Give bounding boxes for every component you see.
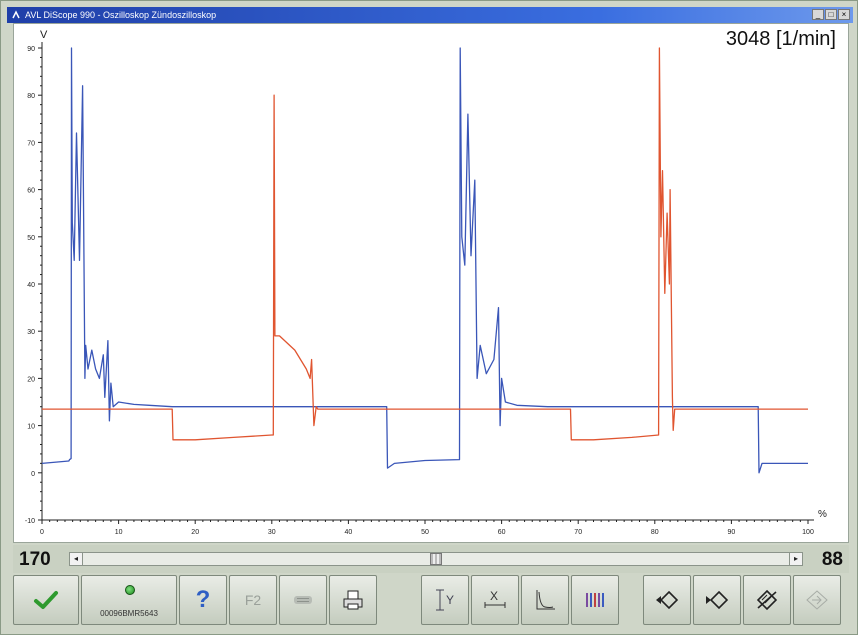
device-status-button[interactable]: 00096BMR5643	[81, 575, 177, 625]
scroll-row: 170 ◂ ▸ 88	[13, 545, 849, 573]
waveform-chart: -10 0 10 20 30 40 50 60 70 80 90 0 10 20 30 40 50 60 70 80 9…	[25, 29, 827, 536]
y-tick-label: 0	[31, 471, 35, 478]
curve-icon	[536, 590, 555, 610]
help-button[interactable]: ?	[179, 575, 227, 625]
x-tick-label: 80	[651, 529, 659, 536]
y-tick-label: -10	[25, 518, 35, 525]
scroll-left-arrow[interactable]: ◂	[70, 553, 83, 565]
svg-text:Y: Y	[446, 593, 454, 607]
scroll-right-value: 88	[821, 549, 843, 570]
next-button[interactable]	[693, 575, 741, 625]
window-title: AVL DiScope 990 - Oszilloskop Zündoszill…	[25, 10, 217, 20]
y-tick-label: 70	[27, 140, 35, 147]
app-icon	[12, 10, 20, 19]
y-tick-label: 80	[27, 93, 35, 100]
y-cursor-button[interactable]: Y	[421, 575, 469, 625]
y-tick-label: 50	[27, 235, 35, 242]
x-tick-label: 50	[421, 529, 429, 536]
series-line-1	[41, 47, 808, 474]
y-cursor-icon: Y	[436, 589, 454, 611]
trigger-icon	[756, 589, 778, 611]
x-cursor-icon: X	[484, 589, 506, 608]
close-button[interactable]: ×	[838, 9, 850, 20]
print-button[interactable]	[329, 575, 377, 625]
x-tick-label: 70	[574, 529, 582, 536]
curve-view-button[interactable]	[521, 575, 569, 625]
time-scrollbar[interactable]: ◂ ▸	[69, 552, 803, 566]
scroll-thumb[interactable]	[430, 553, 442, 565]
previous-button[interactable]	[643, 575, 691, 625]
bars-icon	[586, 593, 604, 607]
x-tick-label: 90	[728, 529, 736, 536]
diamond-left-icon	[656, 590, 679, 610]
x-tick-label: 60	[498, 529, 506, 536]
x-tick-label: 100	[802, 529, 814, 536]
title-bar: AVL DiScope 990 - Oszilloskop Zündoszill…	[7, 7, 853, 23]
x-axis-label: %	[818, 509, 827, 520]
trigger-button[interactable]	[743, 575, 791, 625]
y-tick-label: 90	[27, 46, 35, 53]
check-icon	[34, 591, 58, 609]
x-tick-label: 30	[268, 529, 276, 536]
bar-display-button[interactable]	[571, 575, 619, 625]
x-cursor-button[interactable]: X	[471, 575, 519, 625]
exit-icon	[806, 590, 828, 610]
led-icon	[125, 585, 135, 595]
y-tick-label: 10	[27, 424, 35, 431]
y-tick-label: 40	[27, 282, 35, 289]
f2-icon: F2	[244, 592, 262, 608]
exit-button[interactable]	[793, 575, 841, 625]
y-tick-label: 60	[27, 188, 35, 195]
toolbar: 00096BMR5643 ? F2 Y X	[13, 575, 849, 631]
f2-button[interactable]: F2	[229, 575, 277, 625]
question-icon: ?	[195, 586, 211, 613]
maximize-button[interactable]: □	[825, 9, 837, 20]
clipboard-icon	[294, 596, 312, 604]
x-tick-label: 40	[345, 529, 353, 536]
x-tick-label: 10	[115, 529, 123, 536]
printer-icon	[343, 590, 363, 610]
y-axis-label: V	[40, 29, 48, 41]
x-tick-label: 0	[40, 529, 44, 536]
scroll-right-arrow[interactable]: ▸	[789, 553, 802, 565]
scroll-left-value: 170	[19, 549, 51, 570]
device-serial: 00096BMR5643	[100, 609, 158, 618]
y-tick-label: 20	[27, 376, 35, 383]
x-tick-label: 20	[191, 529, 199, 536]
diamond-right-icon	[706, 590, 729, 610]
check-button[interactable]	[13, 575, 79, 625]
minimize-button[interactable]: _	[812, 9, 824, 20]
rpm-readout: 3048 [1/min]	[725, 28, 836, 50]
oscilloscope-plot[interactable]: -10 0 10 20 30 40 50 60 70 80 90 0 10 20 30 40 50 60 70 80 9…	[13, 23, 849, 543]
clipboard-button[interactable]	[279, 575, 327, 625]
series-line-2	[42, 47, 808, 441]
y-tick-label: 30	[27, 329, 35, 336]
svg-text:X: X	[490, 589, 498, 603]
